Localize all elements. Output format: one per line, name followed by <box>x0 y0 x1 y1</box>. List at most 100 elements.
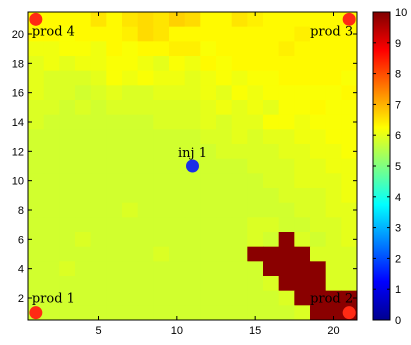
heatmap-cell <box>247 85 264 101</box>
heatmap-cell <box>169 202 186 218</box>
colorbar-tick-label: 10 <box>395 7 407 19</box>
heatmap-cell <box>325 70 342 86</box>
heatmap-cell <box>216 114 233 130</box>
heatmap-cell <box>247 129 264 145</box>
x-tick-label: 10 <box>171 325 183 337</box>
heatmap-cell <box>278 129 295 145</box>
heatmap-cell <box>90 305 107 321</box>
y-tick-label: 16 <box>12 88 24 100</box>
heatmap-cell <box>184 290 201 306</box>
colorbar-tick-label: 8 <box>395 69 401 81</box>
heatmap-cell <box>231 114 248 130</box>
heatmap-cell <box>325 41 342 57</box>
heatmap-cell <box>184 217 201 233</box>
heatmap-cell <box>59 290 76 306</box>
heatmap-cell <box>247 276 264 292</box>
heatmap-cell <box>200 114 217 130</box>
x-tick-label: 5 <box>95 325 101 337</box>
heatmap-cell <box>216 70 233 86</box>
well-marker-prod-1 <box>29 306 43 320</box>
heatmap-cell <box>43 246 60 262</box>
heatmap-cell <box>184 144 201 160</box>
heatmap-cell <box>137 114 154 130</box>
x-tick-label: 15 <box>249 325 261 337</box>
colorbar-tick-label: 3 <box>395 223 401 235</box>
heatmap-cell <box>231 85 248 101</box>
heatmap-cell <box>137 261 154 277</box>
well-marker-prod-4 <box>29 12 43 26</box>
heatmap-cell <box>200 173 217 189</box>
heatmap-cell <box>169 12 186 28</box>
heatmap-cell <box>122 173 139 189</box>
heatmap-cell <box>106 129 123 145</box>
heatmap-cell <box>75 173 92 189</box>
heatmap-cell <box>231 202 248 218</box>
heatmap-cell <box>294 290 311 306</box>
heatmap-cell <box>294 41 311 57</box>
heatmap-cell <box>122 41 139 57</box>
heatmap-cell <box>28 217 45 233</box>
heatmap-cell <box>247 144 264 160</box>
heatmap-cell <box>184 41 201 57</box>
heatmap-cell <box>200 217 217 233</box>
heatmap-cell <box>137 85 154 101</box>
heatmap-cell <box>278 202 295 218</box>
heatmap-cell <box>169 85 186 101</box>
heatmap-cell <box>106 70 123 86</box>
plot-frame <box>27 11 358 321</box>
heatmap-cell <box>310 85 327 101</box>
heatmap-cell <box>153 202 170 218</box>
heatmap-cell <box>231 129 248 145</box>
heatmap-cell <box>263 56 280 72</box>
heatmap-cell <box>278 56 295 72</box>
heatmap-cell <box>263 100 280 116</box>
heatmap-cell <box>28 70 45 86</box>
heatmap-cell <box>184 129 201 145</box>
heatmap-cell <box>43 290 60 306</box>
heatmap-cell <box>90 173 107 189</box>
heatmap-cell <box>216 290 233 306</box>
heatmap-cell <box>341 261 358 277</box>
heatmap-cell <box>75 261 92 277</box>
heatmap-cell <box>169 70 186 86</box>
heatmap-cell <box>263 12 280 28</box>
heatmap-cell <box>75 188 92 204</box>
heatmap-cell <box>59 100 76 116</box>
heatmap-cell <box>169 173 186 189</box>
heatmap-cell <box>341 217 358 233</box>
heatmap-cell <box>75 41 92 57</box>
heatmap-cell <box>137 305 154 321</box>
heatmap-cell <box>59 158 76 174</box>
heatmap-cell <box>216 56 233 72</box>
heatmap-cell <box>169 100 186 116</box>
heatmap-cell <box>184 114 201 130</box>
heatmap-cell <box>75 202 92 218</box>
heatmap-cell <box>263 70 280 86</box>
heatmap-cell <box>122 217 139 233</box>
heatmap-cell <box>341 290 358 306</box>
heatmap-cell <box>231 232 248 248</box>
heatmap-cell <box>278 12 295 28</box>
heatmap-cell <box>75 246 92 262</box>
heatmap-cell <box>28 261 45 277</box>
heatmap-cell <box>294 144 311 160</box>
heatmap-cell <box>310 305 327 321</box>
heatmap-cell <box>169 217 186 233</box>
heatmap-cell <box>90 202 107 218</box>
heatmap-cell <box>325 290 342 306</box>
colorbar-tick-label: 5 <box>395 161 401 173</box>
heatmap-cell <box>153 188 170 204</box>
heatmap-cell <box>231 144 248 160</box>
heatmap-cell <box>153 158 170 174</box>
heatmap-cell <box>278 232 295 248</box>
heatmap-cell <box>184 261 201 277</box>
well-label: prod 2 <box>310 292 353 307</box>
heatmap-cell <box>90 12 107 28</box>
heatmap-cell <box>90 26 107 42</box>
heatmap-cell <box>325 129 342 145</box>
heatmap-cell <box>263 173 280 189</box>
heatmap-cell <box>28 129 45 145</box>
heatmap-cell <box>216 188 233 204</box>
heatmap-cell <box>247 41 264 57</box>
